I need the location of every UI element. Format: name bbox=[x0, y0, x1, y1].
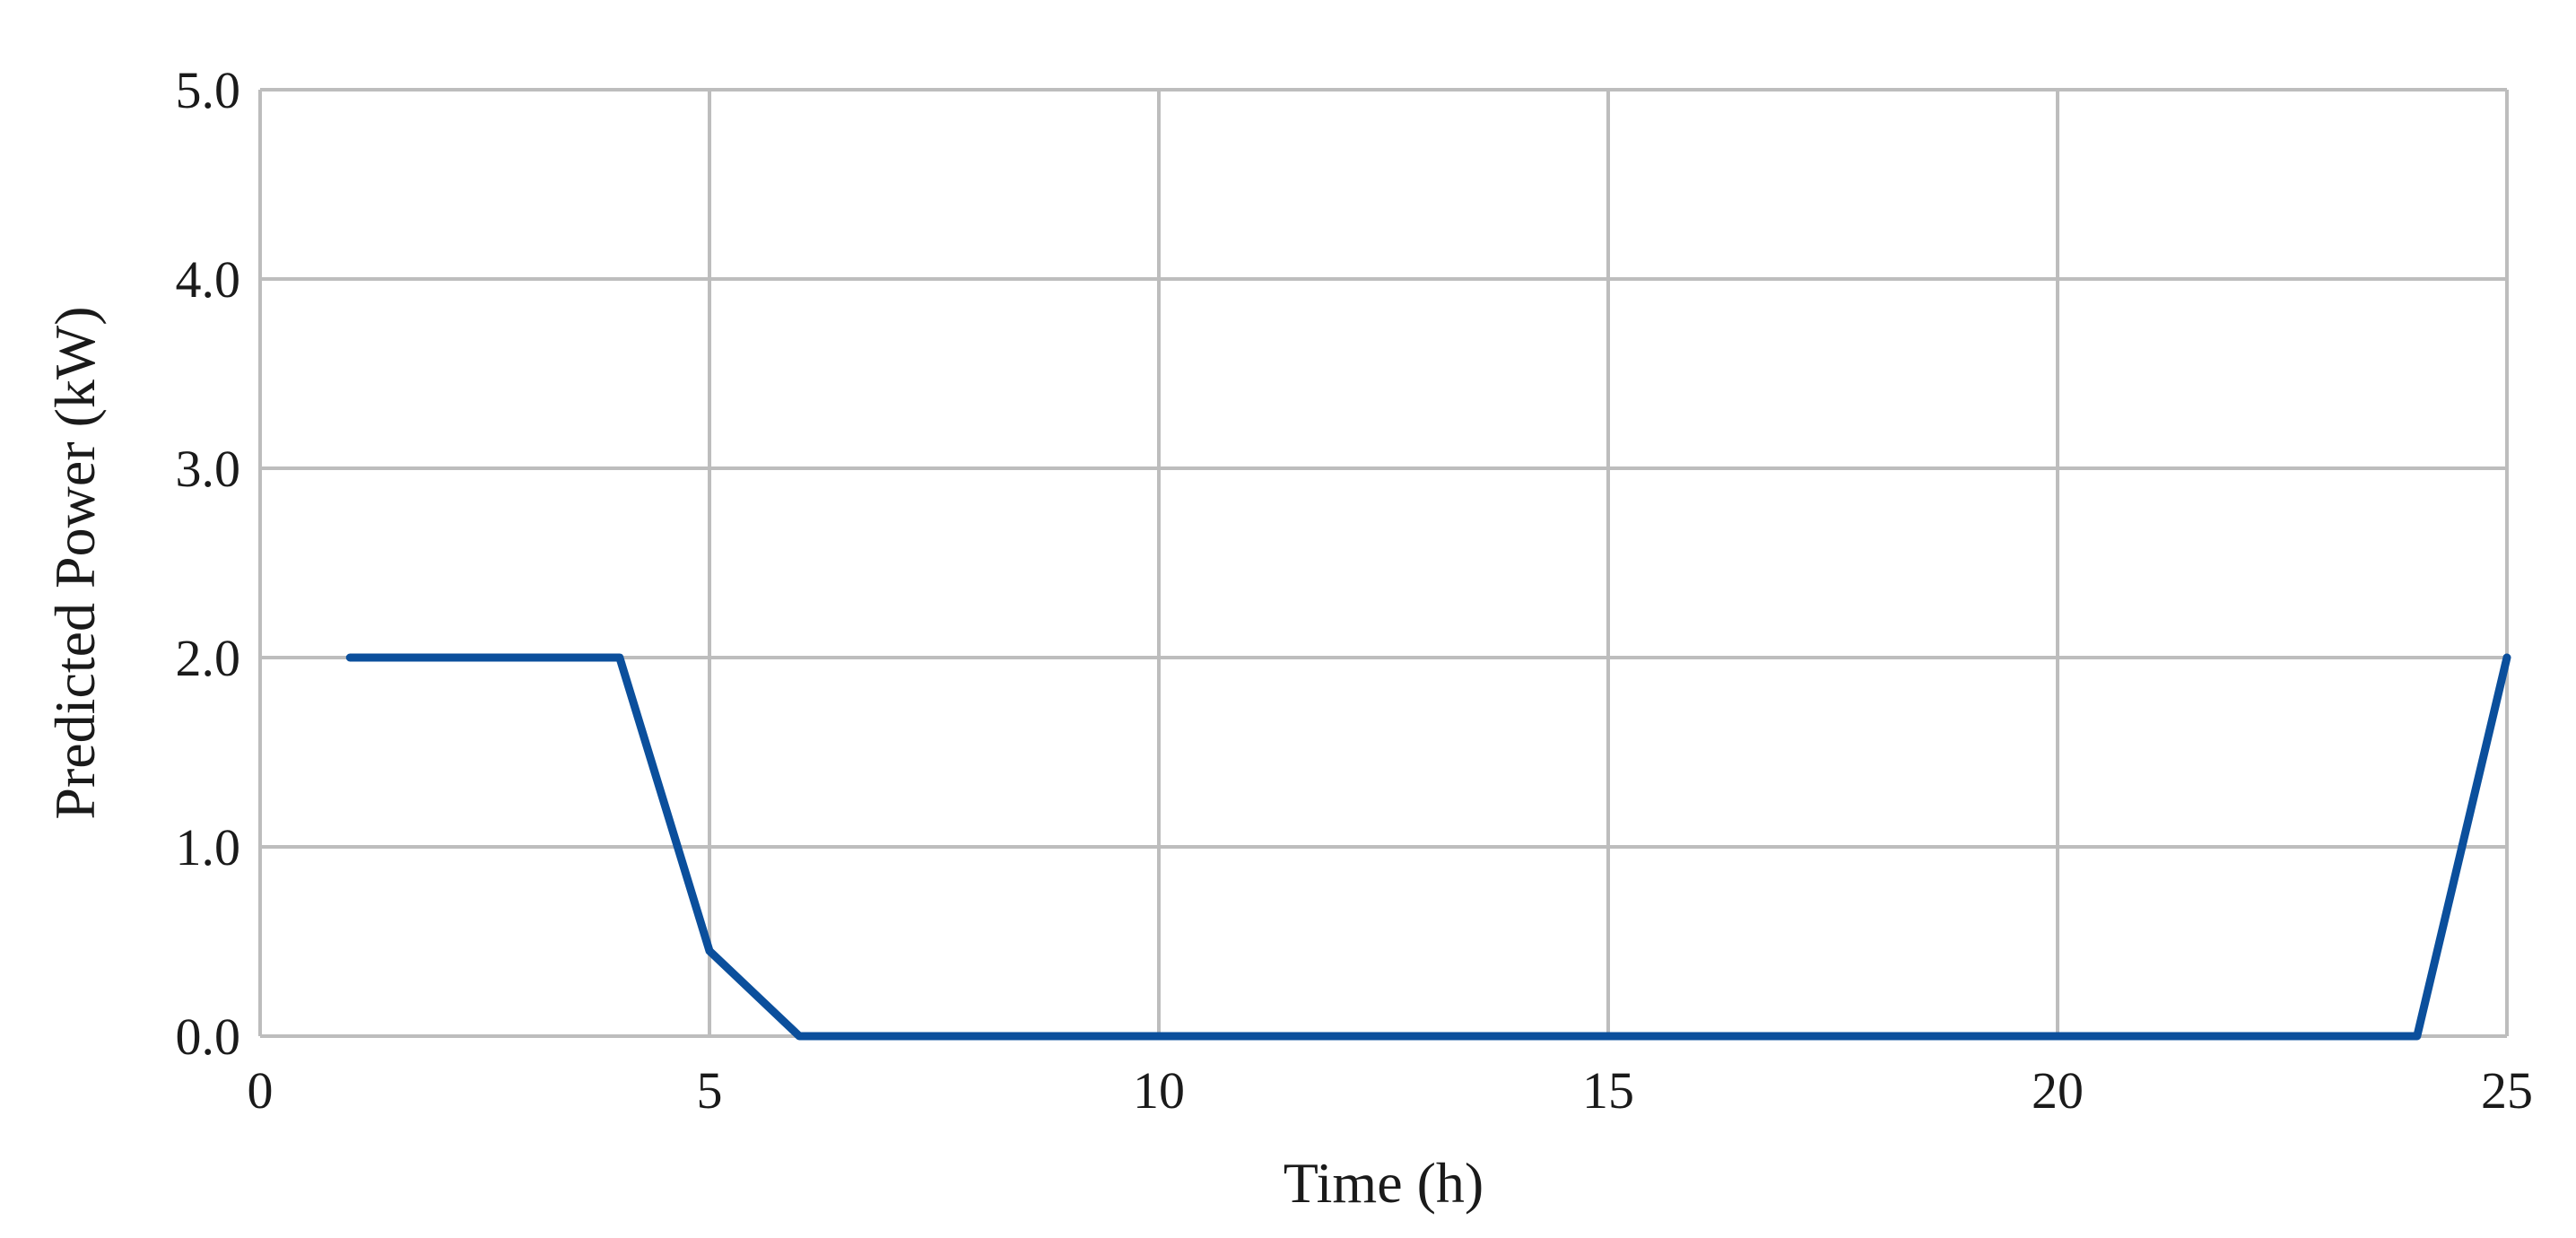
x-tick-label: 0 bbox=[248, 1061, 274, 1120]
y-tick-label: 5.0 bbox=[176, 61, 241, 119]
y-tick-label: 0.0 bbox=[176, 1007, 241, 1066]
grid-lines bbox=[258, 88, 2509, 1038]
x-tick-label: 25 bbox=[2481, 1061, 2533, 1120]
y-tick-label: 1.0 bbox=[176, 818, 241, 876]
x-tick-label: 15 bbox=[1582, 1061, 1634, 1120]
y-tick-label: 3.0 bbox=[176, 440, 241, 498]
x-tick-labels: 0 5 10 15 20 25 bbox=[248, 1061, 2534, 1120]
x-tick-label: 10 bbox=[1133, 1061, 1185, 1120]
series-line bbox=[345, 653, 2511, 1041]
y-axis-title: Predicted Power (kW) bbox=[43, 306, 107, 819]
x-tick-label: 20 bbox=[2032, 1061, 2084, 1120]
x-axis-title: Time (h) bbox=[1284, 1151, 1484, 1215]
y-tick-label: 4.0 bbox=[176, 250, 241, 309]
x-tick-label: 5 bbox=[697, 1061, 723, 1120]
y-tick-labels: 0.0 1.0 2.0 3.0 4.0 5.0 bbox=[176, 61, 241, 1066]
series-layer bbox=[345, 653, 2511, 1041]
y-tick-label: 2.0 bbox=[176, 629, 241, 687]
